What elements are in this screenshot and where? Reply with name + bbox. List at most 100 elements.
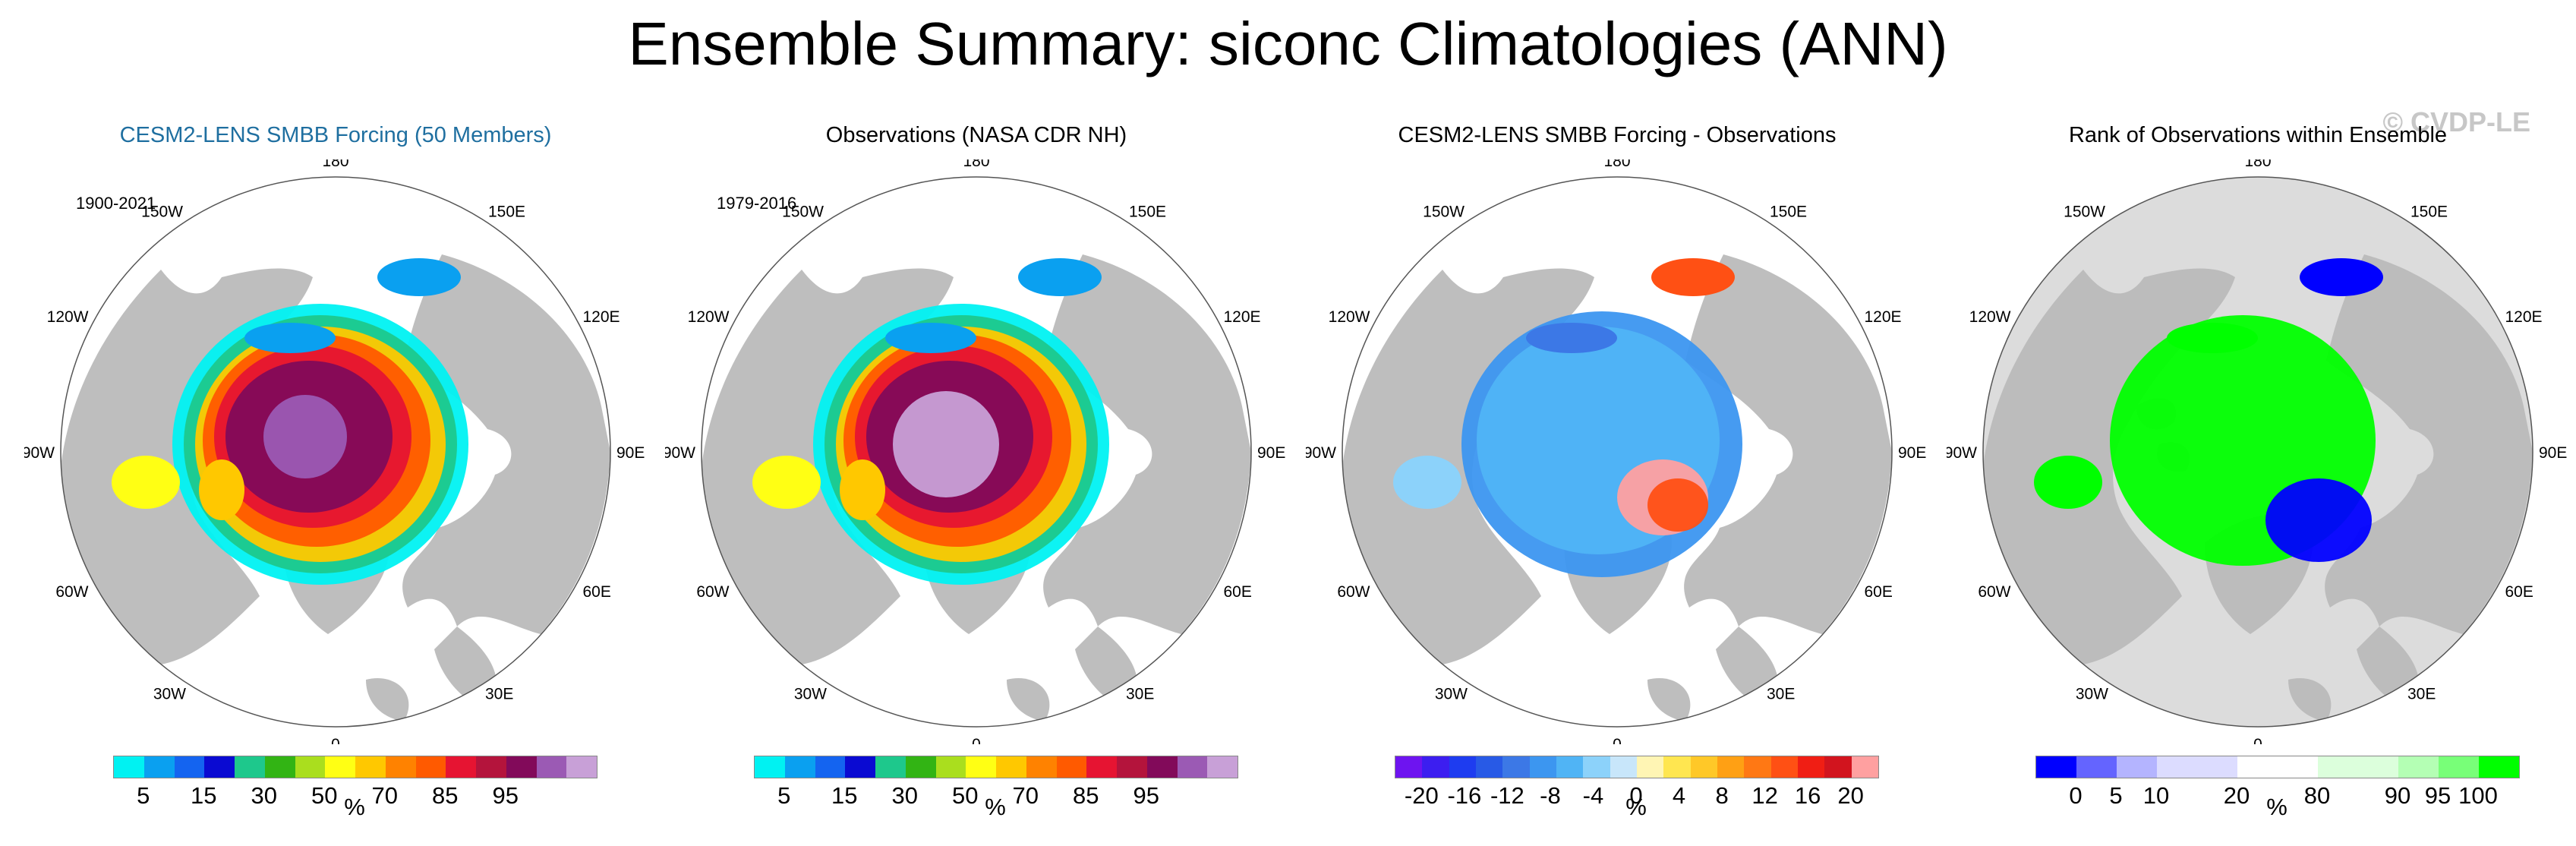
longitude-label-lower-right-2: 30E bbox=[1767, 685, 1795, 702]
longitude-label-lower-right-1: 60E bbox=[1223, 583, 1251, 601]
colorbar-swatch bbox=[935, 756, 966, 778]
colorbar-swatch bbox=[264, 756, 295, 778]
colorbar-tick-label: 8 bbox=[1715, 782, 1729, 809]
period-label: 1979-2016 bbox=[717, 194, 797, 213]
sea-ice-region bbox=[244, 323, 336, 353]
colorbar-tick-label: 30 bbox=[251, 782, 277, 809]
period-label: 1900-2021 bbox=[76, 194, 156, 213]
watermark: © CVDP-LE bbox=[2382, 106, 2530, 137]
colorbar-tick-label: 20 bbox=[2223, 782, 2250, 809]
longitude-label-left: 90W bbox=[665, 444, 695, 462]
sea-ice-region bbox=[752, 456, 821, 509]
land-mass bbox=[2288, 678, 2332, 721]
colorbar-swatch bbox=[1851, 756, 1878, 778]
colorbar-tick-label: 95 bbox=[492, 782, 519, 809]
colorbar-swatch bbox=[1663, 756, 1691, 778]
colorbar-tick-label: 70 bbox=[371, 782, 398, 809]
map-boundary bbox=[1982, 176, 2533, 728]
longitude-label-upper-right-2: 120E bbox=[2505, 308, 2542, 326]
longitude-label-upper-left-1: 150W bbox=[141, 204, 183, 221]
longitude-label-upper-right-1: 150E bbox=[1129, 204, 1166, 221]
polar-map: 180 0 90W 90E 150W 120W 60W 30W 150E 120E 60E 30E bbox=[1306, 159, 1926, 744]
colorbar-tick-label: 80 bbox=[2303, 782, 2331, 809]
polar-map: 180 0 90W 90E 150W 120W 60W 30W 150E 120E 60E 30E bbox=[665, 159, 1285, 744]
colorbar-tick-label: 16 bbox=[1794, 782, 1821, 809]
sea-ice-region bbox=[2034, 456, 2102, 509]
sea-ice-region bbox=[1393, 456, 1461, 509]
colorbar-swatch bbox=[2358, 756, 2398, 778]
colorbar-tick-label: 20 bbox=[1837, 782, 1864, 809]
colorbar-swatch bbox=[875, 756, 906, 778]
colorbar-tick-label: 85 bbox=[1073, 782, 1099, 809]
colorbar-ticks: 5 15 30 50 70 85 95 bbox=[113, 782, 596, 813]
colorbar-swatch bbox=[1146, 756, 1178, 778]
colorbar-swatch bbox=[114, 756, 144, 778]
colorbar-swatch bbox=[1422, 756, 1449, 778]
colorbar-swatch bbox=[905, 756, 936, 778]
longitude-label-right: 90E bbox=[616, 444, 645, 462]
map-content bbox=[1983, 177, 2533, 727]
longitude-label-top: 180 bbox=[322, 159, 348, 170]
colorbar-tick-label: 15 bbox=[831, 782, 858, 809]
panel-title: Observations (NASA CDR NH) bbox=[825, 123, 1127, 147]
colorbar-tick-label: 95 bbox=[2424, 782, 2451, 809]
colorbar-tick-label: 70 bbox=[1012, 782, 1039, 809]
colorbar-swatch bbox=[1086, 756, 1117, 778]
longitude-label-lower-left-1: 60W bbox=[55, 583, 88, 601]
panel-rank: Rank of Observations within Ensemble 180… bbox=[1947, 114, 2569, 843]
land-mass bbox=[402, 254, 610, 634]
longitude-label-lower-left-2: 30W bbox=[794, 685, 827, 702]
colorbar-swatch bbox=[1056, 756, 1087, 778]
map-boundary bbox=[701, 176, 1252, 728]
colorbar bbox=[2035, 756, 2520, 778]
colorbar bbox=[1395, 756, 1879, 778]
sea-ice-region bbox=[1526, 323, 1617, 353]
longitude-label-upper-right-1: 150E bbox=[1770, 204, 1807, 221]
colorbar-swatch bbox=[2398, 756, 2439, 778]
longitude-label-upper-left-1: 150W bbox=[2064, 204, 2105, 221]
colorbar-ticks: 5 15 30 50 70 85 95 bbox=[754, 782, 1237, 813]
sea-ice-region bbox=[885, 323, 976, 353]
colorbar-tick-label: -8 bbox=[1540, 782, 1561, 809]
colorbar-ticks: -20 -16 -12 -8 -4 0 4 8 12 16 20 bbox=[1395, 782, 1878, 813]
colorbar-swatch bbox=[385, 756, 416, 778]
colorbar-swatch bbox=[1636, 756, 1664, 778]
longitude-label-upper-left-2: 120W bbox=[1969, 308, 2011, 326]
longitude-label-upper-left-1: 150W bbox=[782, 204, 824, 221]
colorbar-tick-label: 12 bbox=[1751, 782, 1778, 809]
colorbar-swatch bbox=[1117, 756, 1147, 778]
colorbar-tick-label: 10 bbox=[2142, 782, 2170, 809]
longitude-label-lower-left-2: 30W bbox=[153, 685, 186, 702]
colorbar-tick-label: 15 bbox=[191, 782, 217, 809]
longitude-label-bottom: 0 bbox=[1613, 736, 1622, 744]
longitude-label-upper-right-1: 150E bbox=[2410, 204, 2448, 221]
map-boundary bbox=[60, 176, 611, 728]
colorbar-swatch bbox=[355, 756, 386, 778]
colorbar-swatch bbox=[536, 756, 567, 778]
colorbar-tick-label: 95 bbox=[1133, 782, 1159, 809]
colorbar-tick-label: 0 bbox=[1629, 782, 1643, 809]
colorbar-swatch bbox=[476, 756, 506, 778]
colorbar-swatch bbox=[2157, 756, 2197, 778]
panel-difference: CESM2-LENS SMBB Forcing - Observations 1… bbox=[1306, 114, 1928, 843]
longitude-label-right: 90E bbox=[1257, 444, 1285, 462]
colorbar-tick-label: 90 bbox=[2384, 782, 2411, 809]
longitude-label-right: 90E bbox=[2539, 444, 2567, 462]
colorbar-swatch bbox=[1475, 756, 1503, 778]
colorbar-unit: % bbox=[344, 794, 365, 820]
colorbar-unit: % bbox=[1625, 794, 1647, 820]
colorbar-swatch bbox=[1717, 756, 1745, 778]
colorbar-swatch bbox=[2439, 756, 2479, 778]
panel-title: CESM2-LENS SMBB Forcing - Observations bbox=[1398, 123, 1837, 147]
colorbar-swatch bbox=[2479, 756, 2519, 778]
colorbar-tick-label: 5 bbox=[777, 782, 791, 809]
colorbar-swatch bbox=[2197, 756, 2237, 778]
colorbar-swatch bbox=[174, 756, 205, 778]
longitude-label-lower-right-1: 60E bbox=[582, 583, 610, 601]
longitude-label-upper-right-2: 120E bbox=[582, 308, 620, 326]
colorbar-swatch bbox=[325, 756, 355, 778]
panel-observations: Observations (NASA CDR NH) 1979-2016 180… bbox=[665, 114, 1288, 843]
colorbar-swatch bbox=[1770, 756, 1798, 778]
longitude-label-upper-right-2: 120E bbox=[1864, 308, 1901, 326]
colorbar-swatch bbox=[1583, 756, 1610, 778]
